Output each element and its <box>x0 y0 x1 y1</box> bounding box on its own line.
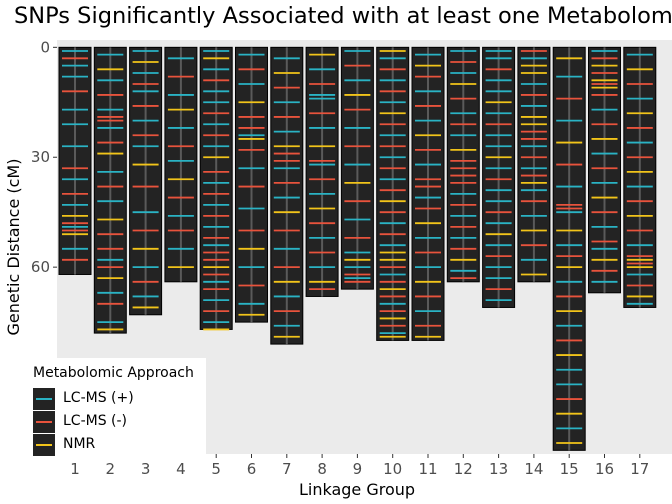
x-tick-label: 9 <box>353 460 363 478</box>
x-tick-label: 2 <box>106 460 116 478</box>
x-axis: 1 2 3 4 5 6 7 8 9 10 11 12 13 14 15 16 17 <box>70 454 649 478</box>
y-tick-label: 60 <box>31 258 50 276</box>
linkage-group-13 <box>482 46 516 308</box>
chart-title: SNPs Significantly Associated with at le… <box>14 3 672 29</box>
linkage-group-10 <box>376 46 410 341</box>
linkage-group-16 <box>588 46 621 294</box>
linkage-group-3 <box>129 46 163 316</box>
legend-key-lcms-pos <box>33 388 55 410</box>
linkage-group-11 <box>411 46 445 341</box>
legend-label: NMR <box>63 436 96 452</box>
x-tick-label: 1 <box>70 460 80 478</box>
linkage-group-15 <box>552 46 586 451</box>
linkage-group-4 <box>164 46 198 283</box>
legend-label: LC-MS (+) <box>63 390 134 406</box>
linkage-group-1 <box>58 46 92 275</box>
linkage-group-8 <box>305 46 339 297</box>
x-tick-label: 10 <box>383 460 402 478</box>
y-tick-label: 30 <box>31 148 50 166</box>
y-axis-title: Genetic Distance (cM) <box>4 159 23 336</box>
legend-key-lcms-neg <box>33 411 55 433</box>
y-tick-label: 0 <box>40 38 50 56</box>
linkage-group-2 <box>93 46 127 334</box>
x-axis-title: Linkage Group <box>299 480 415 499</box>
linkage-group-6 <box>235 46 268 323</box>
x-tick-label: 13 <box>489 460 508 478</box>
linkage-group-5 <box>199 46 233 331</box>
x-tick-label: 4 <box>176 460 186 478</box>
x-tick-label: 6 <box>247 460 257 478</box>
y-axis: 0 30 60 <box>31 38 57 276</box>
x-tick-label: 7 <box>282 460 292 478</box>
linkage-group-9 <box>340 46 374 290</box>
x-tick-label: 14 <box>524 460 543 478</box>
linkage-group-7 <box>270 46 304 345</box>
legend-key-nmr <box>33 434 55 456</box>
linkage-groups <box>58 46 657 451</box>
legend-label: LC-MS (-) <box>63 413 128 429</box>
x-tick-label: 5 <box>211 460 221 478</box>
linkage-group-12 <box>446 46 480 283</box>
x-tick-label: 17 <box>630 460 649 478</box>
x-tick-label: 15 <box>560 460 579 478</box>
x-tick-label: 3 <box>141 460 151 478</box>
x-tick-label: 12 <box>454 460 473 478</box>
linkage-group-17 <box>623 46 657 308</box>
x-tick-label: 8 <box>317 460 327 478</box>
x-tick-label: 16 <box>595 460 614 478</box>
legend: Metabolomic Approach LC-MS (+) LC-MS (-)… <box>24 358 206 458</box>
legend-title: Metabolomic Approach <box>33 365 194 381</box>
linkage-group-14 <box>517 46 551 283</box>
x-tick-label: 11 <box>418 460 437 478</box>
